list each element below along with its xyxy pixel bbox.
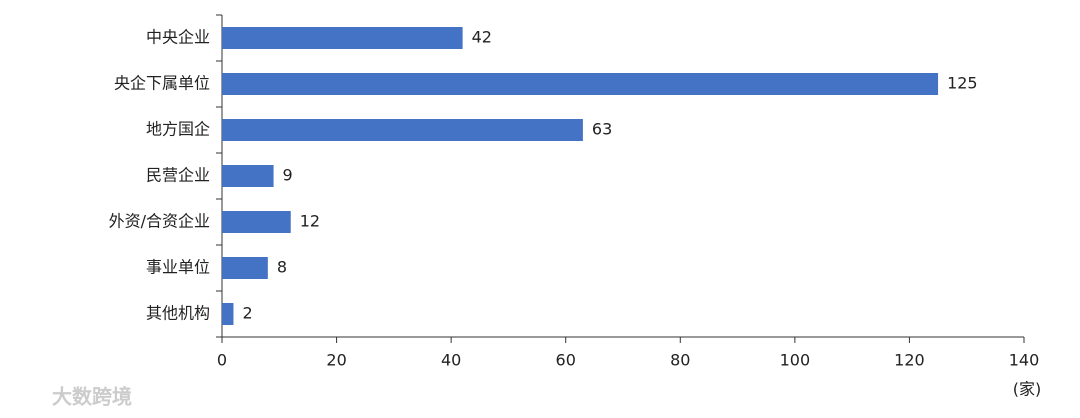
y-tick-label: 中央企业 <box>146 28 210 47</box>
x-tick-label: 40 <box>441 351 461 370</box>
x-tick-label: 120 <box>894 351 925 370</box>
x-tick-label: 20 <box>326 351 346 370</box>
y-tick-label: 事业单位 <box>146 258 210 277</box>
bar <box>222 211 291 233</box>
bar <box>222 27 463 49</box>
data-label: 9 <box>283 166 293 185</box>
data-label: 63 <box>592 120 612 139</box>
x-tick-label: 0 <box>217 351 227 370</box>
bar <box>222 165 274 187</box>
bar <box>222 303 234 325</box>
y-tick-label: 其他机构 <box>146 304 210 323</box>
data-label: 12 <box>300 212 320 231</box>
y-tick-label: 央企下属单位 <box>114 74 210 93</box>
x-axis-label: (家) <box>1013 380 1042 399</box>
bar <box>222 73 939 95</box>
x-tick-label: 80 <box>670 351 690 370</box>
data-label: 42 <box>472 28 492 47</box>
y-tick-label: 外资/合资企业 <box>109 212 210 231</box>
y-tick-label: 地方国企 <box>146 120 210 139</box>
data-label: 2 <box>242 304 252 323</box>
bar <box>222 257 268 279</box>
x-tick-label: 100 <box>780 351 811 370</box>
y-tick-label: 民营企业 <box>146 166 210 185</box>
x-tick-label: 140 <box>1009 351 1040 370</box>
data-label: 8 <box>277 258 287 277</box>
x-tick-label: 60 <box>556 351 576 370</box>
watermark: 大数跨境 <box>52 385 132 409</box>
data-label: 125 <box>947 74 978 93</box>
bar <box>222 119 583 141</box>
